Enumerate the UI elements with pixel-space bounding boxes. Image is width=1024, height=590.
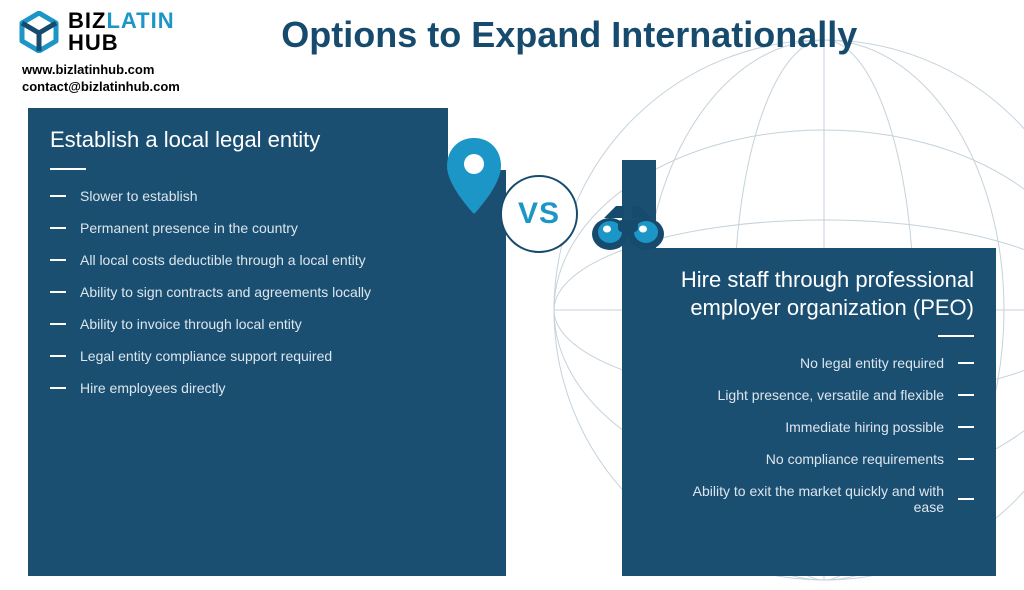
list-item-text: Legal entity compliance support required [80,348,332,364]
dash-icon [958,426,974,428]
list-item: Ability to sign contracts and agreements… [50,284,426,300]
page-title: Options to Expand Internationally [135,14,1004,56]
list-item: No compliance requirements [678,451,974,467]
left-items: Slower to establish Permanent presence in… [28,188,448,396]
list-item-text: No compliance requirements [766,451,944,467]
list-item-text: Ability to invoice through local entity [80,316,302,332]
list-item-text: Slower to establish [80,188,198,204]
contact-website: www.bizlatinhub.com [22,62,180,77]
list-item-text: Ability to sign contracts and agreements… [80,284,371,300]
dash-icon [50,195,66,197]
list-item: Immediate hiring possible [678,419,974,435]
right-title-underline [938,335,974,337]
vs-badge: VS [500,175,578,253]
list-item: Slower to establish [50,188,426,204]
left-panel-title: Establish a local legal entity [28,108,448,164]
list-item: Hire employees directly [50,380,426,396]
dash-icon [50,291,66,293]
list-item-text: No legal entity required [800,355,944,371]
list-item-text: Immediate hiring possible [785,419,944,435]
list-item-text: All local costs deductible through a loc… [80,252,366,268]
dash-icon [958,362,974,364]
right-panel-title: Hire staff through professional employer… [656,248,996,331]
right-panel: Hire staff through professional employer… [656,248,996,576]
left-panel: Establish a local legal entity Slower to… [28,108,448,576]
logo-icon [18,11,60,53]
dash-icon [50,323,66,325]
contact-email: contact@bizlatinhub.com [22,79,180,94]
list-item: No legal entity required [678,355,974,371]
list-item: Light presence, versatile and flexible [678,387,974,403]
contact-block: www.bizlatinhub.com contact@bizlatinhub.… [22,62,180,96]
list-item-text: Light presence, versatile and flexible [718,387,944,403]
list-item: Ability to invoice through local entity [50,316,426,332]
list-item-text: Permanent presence in the country [80,220,298,236]
dash-icon [50,355,66,357]
list-item: Ability to exit the market quickly and w… [678,483,974,515]
right-items: No legal entity required Light presence, … [656,355,996,515]
list-item: Legal entity compliance support required [50,348,426,364]
list-item-text: Ability to exit the market quickly and w… [678,483,944,515]
vs-label: VS [518,197,560,231]
location-pin-icon [443,136,505,216]
list-item-text: Hire employees directly [80,380,226,396]
dash-icon [958,394,974,396]
dash-icon [50,227,66,229]
dash-icon [50,259,66,261]
list-item: All local costs deductible through a loc… [50,252,426,268]
binoculars-icon [590,200,666,254]
dash-icon [50,387,66,389]
dash-icon [958,458,974,460]
dash-icon [958,498,974,500]
left-title-underline [50,168,86,170]
list-item: Permanent presence in the country [50,220,426,236]
